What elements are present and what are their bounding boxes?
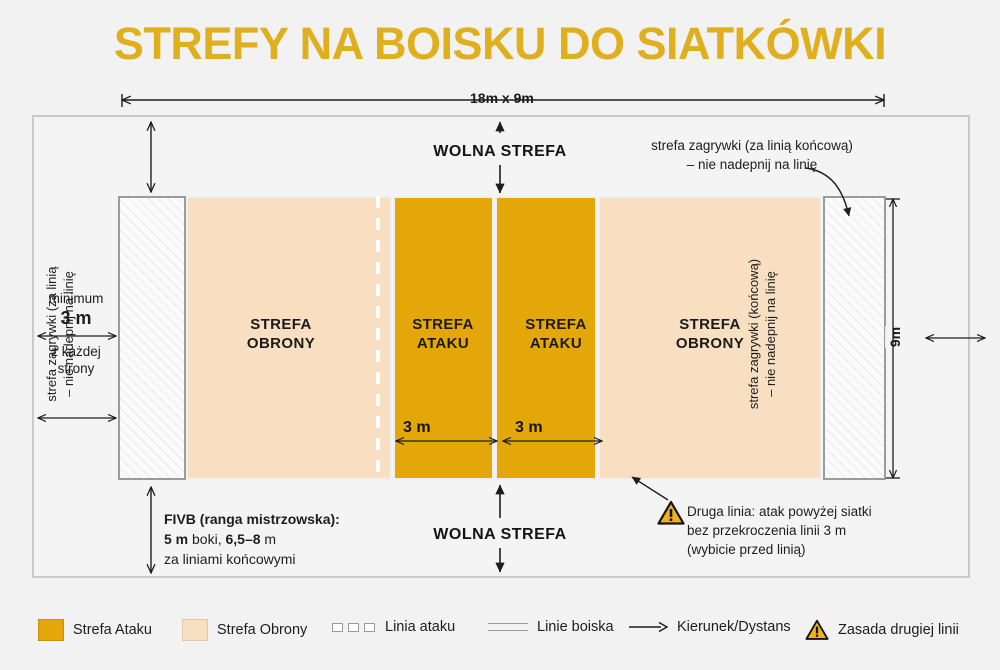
serve-zone-right	[823, 196, 886, 480]
attack-swatch-icon	[38, 619, 64, 641]
attack-zone-right-label: STREFA ATAKU	[525, 316, 587, 352]
serve-zone-right-label-wrap: strefa zagrywki (końcową) – nie nadepnij…	[744, 225, 964, 409]
dashed-line-icon	[332, 622, 376, 632]
minimum-label: minimum	[48, 291, 104, 306]
legend-item-direction: Kierunek/Dystans	[628, 619, 791, 635]
serve-zone-left	[118, 196, 186, 480]
legend-label-defense: Strefa Obrony	[217, 622, 308, 638]
arrow-icon	[628, 620, 669, 634]
attack-right-dimension-label: 3 m	[515, 419, 543, 436]
legend-item-second-line-rule: Zasada drugiej linii	[805, 619, 959, 641]
fivb-line-3: za liniami końcowymi	[164, 551, 296, 567]
attack-left-dimension-label: 3 m	[403, 419, 431, 436]
legend-item-defense: Strefa Obrony	[182, 619, 307, 641]
fivb-line-1: FIVB (ranga mistrzowska):	[164, 511, 340, 527]
free-zone-top-label: WOLNA STREFA	[433, 143, 567, 160]
legend-item-attack-line: Linia ataku	[332, 619, 455, 635]
center-net-line	[376, 196, 380, 480]
defense-zone-left	[186, 196, 392, 480]
court-lines-icon	[488, 623, 528, 631]
legend-label-attack-line: Linia ataku	[385, 619, 456, 635]
legend: Strefa Ataku Strefa Obrony Linia ataku L…	[0, 607, 1000, 663]
attack-zone-right	[495, 196, 597, 480]
fivb-unit: m	[260, 531, 277, 547]
fivb-sides-value: 5 m	[164, 531, 189, 547]
warning-text: Druga linia: atak powyżej siatki bez prz…	[687, 504, 872, 557]
legend-item-attack: Strefa Ataku	[38, 619, 152, 641]
defense-zone-right	[598, 196, 822, 480]
attack-zone-left-label: STREFA ATAKU	[412, 316, 474, 352]
legend-label-second-line-rule: Zasada drugiej linii	[838, 622, 959, 638]
defense-swatch-icon	[182, 619, 208, 641]
warning-triangle-icon	[805, 619, 829, 641]
serve-zone-left-label-wrap: strefa zagrywki (za linią – nie nadepnij…	[42, 225, 262, 401]
serve-zone-note: strefa zagrywki (za linią końcową) – nie…	[651, 138, 853, 172]
overall-dimension-label: 18m x 9m	[466, 90, 538, 106]
serve-zone-right-label: strefa zagrywki (końcową) – nie nadepnij…	[746, 258, 778, 410]
second-line-warning: Druga linia: atak powyżej siatki bez prz…	[657, 500, 957, 557]
fivb-ends-value: 6,5–8	[225, 531, 261, 547]
volleyball-court	[118, 196, 886, 480]
attack-zone-left	[393, 196, 494, 480]
minimum-distance-block: minimum 3 m z każdej strony	[34, 290, 118, 377]
minimum-value: 3 m	[60, 308, 92, 328]
legend-label-direction: Kierunek/Dystans	[677, 619, 791, 635]
legend-label-court-lines: Linie boiska	[537, 619, 614, 635]
fivb-sides-text: boki,	[188, 531, 226, 547]
defense-zone-left-label: STREFA OBRONY	[246, 316, 316, 352]
height-dimension-label: 9m	[885, 325, 906, 349]
fivb-note: FIVB (ranga mistrzowska): 5 m boki, 6,5–…	[164, 509, 464, 569]
legend-label-attack: Strefa Ataku	[73, 622, 152, 638]
legend-item-court-lines: Linie boiska	[488, 619, 614, 635]
free-zone-bottom-label: WOLNA STREFA	[433, 526, 567, 543]
page-title: STREFY NA BOISKU DO SIATKÓWKI	[113, 18, 887, 69]
defense-zone-right-label: STREFA OBRONY	[675, 316, 745, 352]
warning-triangle-icon	[657, 500, 685, 525]
minimum-sub: z każdej strony	[51, 344, 101, 376]
